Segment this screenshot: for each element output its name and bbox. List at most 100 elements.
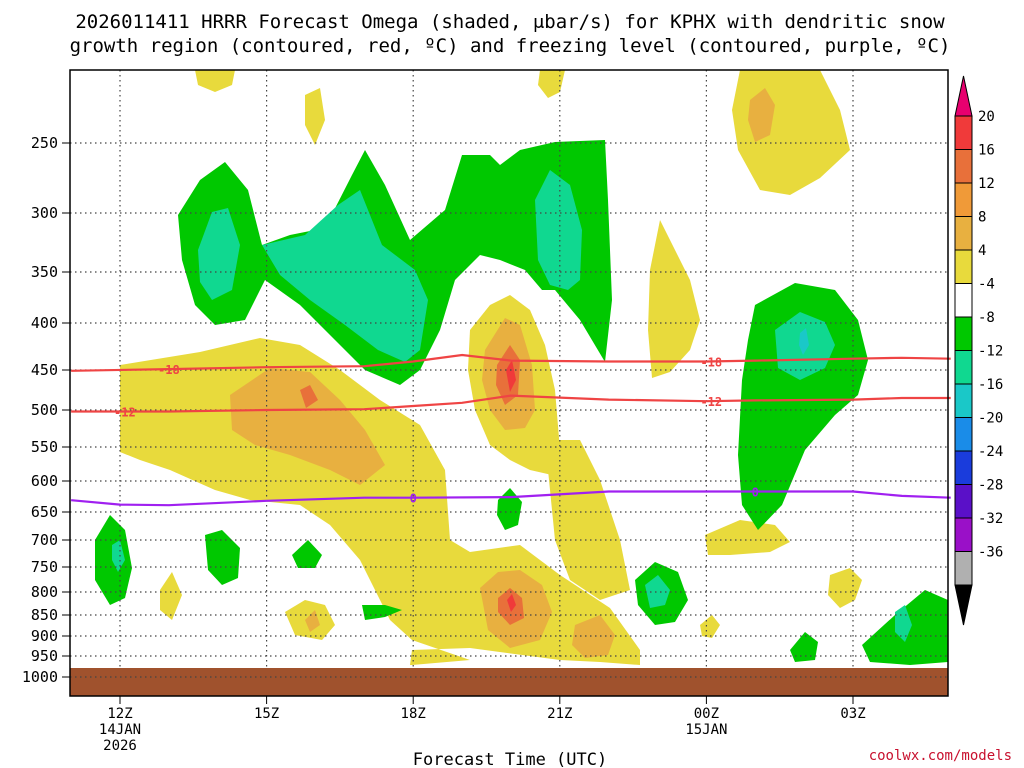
x-tick-label: 15Z	[254, 706, 279, 722]
x-axis-label: Forecast Time (UTC)	[413, 750, 607, 768]
omega-rising-area	[506, 360, 516, 392]
colorbar-cap-bottom	[954, 584, 973, 626]
y-tick-label: 350	[31, 263, 58, 281]
y-tick-label: 1000	[22, 668, 58, 686]
omega-sinking-area	[799, 328, 809, 355]
omega-sinking-area	[205, 530, 240, 585]
plot-frame	[69, 69, 949, 697]
y-tick-label: 450	[31, 361, 58, 379]
contour-label: 0	[752, 486, 759, 500]
x-tick-label: 14JAN	[99, 722, 141, 738]
x-tick-label: 18Z	[401, 706, 426, 722]
contour-label: -12	[700, 395, 722, 409]
contour-label: 0	[410, 492, 417, 506]
y-tick-label: 950	[31, 647, 58, 665]
y-tick-label: 500	[31, 401, 58, 419]
omega-sinking-area	[292, 540, 322, 568]
y-tick-label: 900	[31, 627, 58, 645]
isotherm-line	[71, 394, 951, 413]
colorbar-segment	[954, 216, 973, 251]
y-tick-label: 400	[31, 314, 58, 332]
colorbar-label: 8	[978, 210, 986, 226]
colorbar-label: -32	[978, 511, 1003, 527]
colorbar-segment	[954, 551, 973, 586]
omega-sinking-area	[895, 605, 912, 642]
y-tick-label: 650	[31, 503, 58, 521]
colorbar-segment	[954, 316, 973, 351]
omega-sinking-area	[497, 488, 522, 530]
isotherm-line	[71, 490, 951, 507]
omega-rising-area	[305, 88, 325, 145]
colorbar-segment	[954, 149, 973, 184]
omega-rising-area	[545, 440, 630, 600]
colorbar-segment	[954, 383, 973, 418]
colorbar-segment	[954, 484, 973, 519]
y-tick-label: 800	[31, 583, 58, 601]
colorbar-label: -24	[978, 444, 1003, 460]
colorbar-segment	[954, 182, 973, 217]
contour-label: -18	[700, 356, 722, 370]
contour-label: -12	[114, 405, 136, 419]
colorbar-label: 20	[978, 109, 995, 125]
y-tick-label: 550	[31, 438, 58, 456]
omega-sinking-area	[790, 632, 818, 662]
y-tick-label: 600	[31, 472, 58, 490]
contour-label: -18	[158, 363, 180, 377]
omega-sinking-area	[262, 190, 428, 362]
x-tick-label: 12Z	[107, 706, 132, 722]
colorbar-label: 12	[978, 176, 995, 192]
omega-rising-area	[195, 70, 235, 92]
omega-rising-area	[572, 615, 615, 658]
y-tick-label: 300	[31, 204, 58, 222]
chart-title-line1: 2026011411 HRRR Forecast Omega (shaded, …	[75, 11, 945, 33]
y-tick-label: 850	[31, 606, 58, 624]
omega-rising-area	[700, 615, 720, 638]
colorbar-label: -4	[978, 277, 995, 293]
colorbar-segment	[954, 283, 973, 318]
omega-rising-area	[828, 568, 862, 608]
x-tick-label: 15JAN	[685, 722, 727, 738]
omega-sinking-area	[645, 575, 670, 608]
contour-labels: -18 -18 -12 -12 0 0	[114, 356, 759, 506]
omega-rising-area	[160, 572, 182, 620]
colorbar-label: 4	[978, 243, 986, 259]
colorbar-segment	[954, 450, 973, 485]
y-tick-label: 700	[31, 531, 58, 549]
isotherm-contours	[71, 353, 951, 507]
y-tick-label: 750	[31, 558, 58, 576]
chart-title-line2: growth region (contoured, red, ºC) and f…	[70, 35, 951, 57]
omega-rising-area	[507, 594, 516, 612]
colorbar-label: -8	[978, 310, 995, 326]
omega-sinking-area	[198, 208, 240, 300]
colorbar-label: -36	[978, 545, 1003, 561]
omega-sinking-area	[362, 605, 402, 620]
colorbar-label: -12	[978, 344, 1003, 360]
omega-sinking-area	[112, 540, 125, 572]
omega-rising-area	[705, 520, 790, 555]
y-axis: 250 300 350 400 450 500 550 600 650 700 750 800 850 9…	[22, 134, 70, 686]
x-tick-label: 2026	[103, 738, 137, 754]
y-tick-label: 250	[31, 134, 58, 152]
omega-sinking-area	[738, 283, 868, 530]
colorbar: 20 16 12 8 4 -4 -8 -12 -16 -20 -24 -28 -32 -36	[954, 75, 1003, 626]
omega-rising-area	[538, 70, 565, 98]
colorbar-label: -28	[978, 478, 1003, 494]
omega-rising-area	[648, 220, 700, 378]
colorbar-segment	[954, 350, 973, 385]
colorbar-segment	[954, 249, 973, 284]
colorbar-label: 16	[978, 143, 995, 159]
x-tick-label: 21Z	[547, 706, 572, 722]
omega-shading	[95, 70, 948, 665]
isotherm-line	[71, 353, 951, 372]
colorbar-segment	[954, 517, 973, 552]
ground-layer	[70, 668, 948, 696]
credit-text: coolwx.com/models	[869, 748, 1012, 764]
colorbar-segment	[954, 115, 973, 150]
x-tick-label: 00Z	[694, 706, 719, 722]
omega-rising-area	[748, 88, 775, 142]
omega-sinking-area	[535, 170, 582, 290]
colorbar-label: -16	[978, 377, 1003, 393]
plot-area: -18 -18 -12 -12 0 0	[69, 69, 951, 697]
